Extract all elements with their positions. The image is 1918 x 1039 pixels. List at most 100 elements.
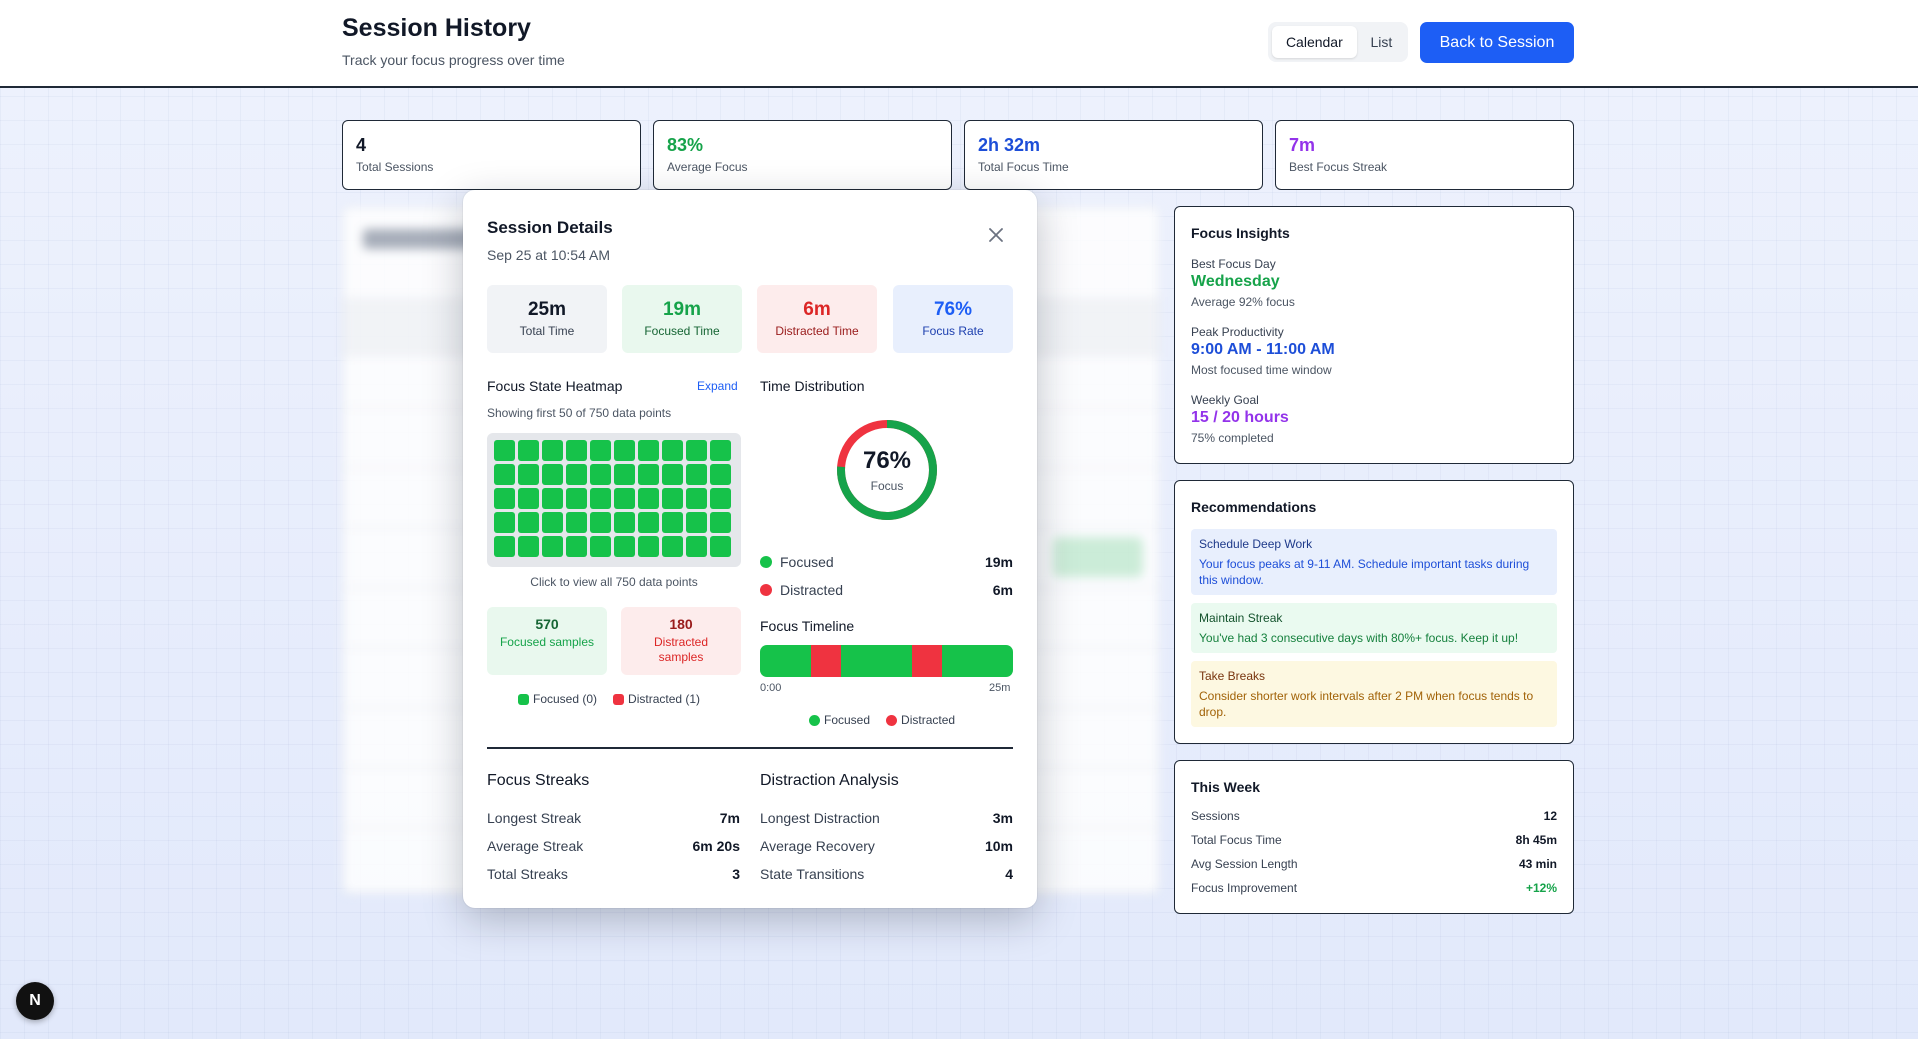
page-subtitle: Track your focus progress over time [342, 52, 565, 68]
distraction-row: Longest Distraction 3m [760, 810, 1013, 826]
distracted-swatch-icon [886, 714, 898, 726]
streak-row: Average Streak 6m 20s [487, 838, 740, 854]
distraction-value: 10m [984, 838, 1013, 854]
focus-insights-card: Focus Insights Best Focus Day Wednesday … [1174, 206, 1574, 464]
legend-distracted: Distracted (1) [613, 692, 700, 706]
heatmap-cell [542, 536, 563, 557]
stat-label: Total Focus Time [978, 160, 1069, 174]
heatmap-cell [686, 536, 707, 557]
recommendation-title: Schedule Deep Work [1199, 537, 1313, 551]
top-header: Session History Track your focus progres… [0, 0, 1918, 88]
heatmap-cell [686, 488, 707, 509]
modal-date: Sep 25 at 10:54 AM [487, 247, 610, 263]
heatmap-cell [566, 464, 587, 485]
focus-heatmap[interactable] [487, 433, 741, 567]
heatmap-cell [638, 488, 659, 509]
timeline-distracted-segment [911, 645, 943, 677]
heatmap-cell [518, 440, 539, 461]
heatmap-cell [686, 440, 707, 461]
focus-donut-chart [837, 420, 937, 520]
calendar-view-button[interactable]: Calendar [1272, 26, 1357, 58]
distraction-label: Average Recovery [760, 838, 875, 854]
heatmap-cell [686, 464, 707, 485]
modal-title: Session Details [487, 218, 613, 237]
focused-swatch-icon [809, 714, 820, 726]
recommendation-desc: Consider shorter work intervals after 2 … [1199, 689, 1534, 719]
recommendation-item: Take Breaks Consider shorter work interv… [1191, 661, 1557, 727]
streak-row: Longest Streak 7m [487, 810, 740, 826]
distribution-distracted-row: Distracted 6m [760, 580, 1013, 600]
stat-label: Average Focus [667, 160, 748, 174]
streak-label: Average Streak [487, 838, 584, 854]
heatmap-cell [710, 464, 731, 485]
list-view-button[interactable]: List [1370, 34, 1393, 50]
blurred-session-block [1053, 537, 1143, 577]
stat-card-average-focus: 83% Average Focus [653, 120, 952, 190]
metric-value: 19m [662, 299, 702, 320]
focus-insights-title: Focus Insights [1191, 225, 1290, 241]
heatmap-cell [614, 536, 635, 557]
metric-label: Total Time [519, 324, 575, 338]
heatmap-cell [590, 488, 611, 509]
heatmap-cell [590, 512, 611, 533]
heatmap-cell [518, 536, 539, 557]
recommendation-item: Schedule Deep Work Your focus peaks at 9… [1191, 529, 1557, 595]
view-toggle: Calendar List [1268, 22, 1408, 62]
distraction-row: Average Recovery 10m [760, 838, 1013, 854]
distraction-analysis-title: Distraction Analysis [760, 772, 899, 789]
heatmap-cell [566, 488, 587, 509]
timeline-legend-distracted: Distracted [901, 713, 956, 727]
distraction-value: 4 [1005, 866, 1013, 882]
metric-label: Distracted Time [775, 324, 859, 338]
week-label: Focus Improvement [1191, 881, 1298, 895]
heatmap-cell [566, 536, 587, 557]
stat-label: Total Sessions [356, 160, 434, 174]
distribution-distracted-value: 6m [992, 582, 1013, 598]
session-details-modal: Session Details Sep 25 at 10:54 AM 25m T… [463, 190, 1037, 908]
legend-focused: Focused (0) [518, 692, 597, 706]
heatmap-cell [494, 488, 515, 509]
recommendation-title: Take Breaks [1199, 669, 1266, 683]
distracted-dot-icon [760, 584, 772, 596]
heatmap-cell [542, 512, 563, 533]
heatmap-cell [686, 512, 707, 533]
week-value: 8h 45m [1515, 833, 1557, 847]
streak-row: Total Streaks 3 [487, 866, 740, 882]
recommendations-card: Recommendations Schedule Deep Work Your … [1174, 480, 1574, 744]
page-title: Session History [342, 14, 531, 42]
week-value: +12% [1525, 881, 1557, 895]
legend-distracted-label: Distracted (1) [628, 692, 701, 706]
week-value: 12 [1543, 809, 1557, 823]
heatmap-cell [542, 464, 563, 485]
heatmap-cell [518, 464, 539, 485]
donut-label: Focus [870, 479, 904, 493]
distracted-samples-count: 180 [669, 616, 693, 632]
metric-value: 76% [933, 299, 973, 320]
back-to-session-button[interactable]: Back to Session [1420, 22, 1574, 63]
heatmap-cell [542, 488, 563, 509]
heatmap-cell [494, 464, 515, 485]
modal-divider [487, 747, 1013, 749]
recommendations-title: Recommendations [1191, 499, 1317, 515]
close-icon[interactable] [987, 226, 1005, 244]
heatmap-legend: Focused (0) Distracted (1) [518, 692, 700, 706]
recommendation-desc: You've had 3 consecutive days with 80%+ … [1199, 631, 1519, 645]
week-label: Total Focus Time [1191, 833, 1282, 847]
heatmap-cell [638, 512, 659, 533]
dev-tools-badge[interactable]: N [16, 982, 54, 1020]
stat-value: 2h 32m [978, 135, 1041, 155]
this-week-title: This Week [1191, 779, 1260, 795]
distribution-distracted-label: Distracted [780, 582, 844, 598]
expand-heatmap-link[interactable]: Expand [697, 379, 738, 393]
timeline-end-label: 25m [989, 682, 1011, 694]
heatmap-cell [518, 512, 539, 533]
distribution-focused-value: 19m [984, 554, 1013, 570]
focused-samples-count: 570 [535, 616, 559, 632]
week-row: Avg Session Length 43 min [1191, 857, 1557, 871]
week-row: Sessions 12 [1191, 809, 1557, 823]
donut-percent: 76% [862, 447, 912, 474]
streak-label: Longest Streak [487, 810, 582, 826]
heatmap-cell [566, 512, 587, 533]
distraction-row: State Transitions 4 [760, 866, 1013, 882]
legend-focused: Focused [809, 713, 870, 727]
